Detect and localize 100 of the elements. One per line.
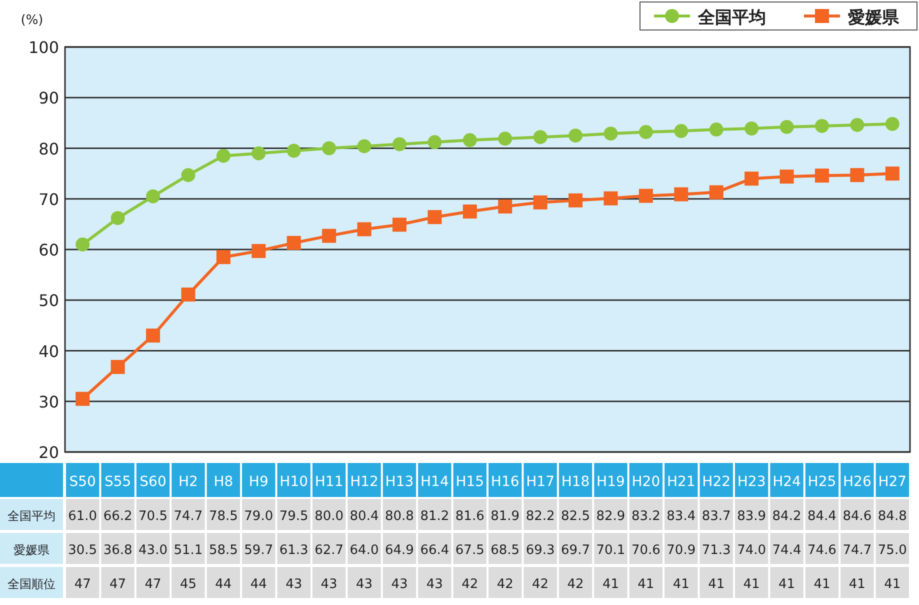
point xyxy=(322,141,336,156)
x-tick-label: H19 xyxy=(596,474,625,490)
y-tick-label: 30 xyxy=(38,392,59,412)
data-label: 81.9 xyxy=(490,509,520,524)
data-label: 64.0 xyxy=(350,543,379,558)
point xyxy=(744,172,759,186)
x-tick-label: H18 xyxy=(561,474,590,490)
data-label: 71.3 xyxy=(702,543,731,558)
x-tick-label: H25 xyxy=(808,474,836,490)
data-label: 83.7 xyxy=(702,509,731,524)
point xyxy=(146,189,160,204)
point xyxy=(76,237,90,252)
point xyxy=(357,222,372,236)
data-label: 61.0 xyxy=(68,509,98,524)
point xyxy=(780,170,794,184)
data-label: 80.4 xyxy=(350,509,379,524)
data-label: 82.5 xyxy=(561,509,590,524)
point xyxy=(216,148,230,163)
point xyxy=(885,116,900,131)
point xyxy=(674,124,688,138)
data-label: 82.2 xyxy=(526,509,555,524)
data-label: 30.5 xyxy=(68,543,98,558)
point xyxy=(568,128,583,143)
point xyxy=(568,193,583,208)
data-label: 66.2 xyxy=(103,509,132,524)
data-label: 74.4 xyxy=(772,543,802,558)
data-label: 58.5 xyxy=(208,543,238,558)
text: 愛媛県 xyxy=(14,543,50,557)
data-label: 61.3 xyxy=(279,543,308,558)
point xyxy=(252,244,266,258)
data-label: 36.8 xyxy=(103,543,132,558)
text: 42 xyxy=(532,577,549,592)
point xyxy=(814,118,829,133)
legend-label: 全国平均 xyxy=(697,8,766,28)
y-tick-label: 80 xyxy=(38,139,59,158)
text: 44 xyxy=(250,577,267,592)
point xyxy=(638,188,653,203)
y-tick-label: 60 xyxy=(38,240,59,260)
text: 47 xyxy=(74,577,91,592)
point xyxy=(146,328,160,343)
point xyxy=(885,166,900,181)
data-label: 81.2 xyxy=(420,509,450,524)
data-label: 69.3 xyxy=(526,543,555,558)
point xyxy=(392,218,406,232)
data-label: 81.6 xyxy=(455,509,484,524)
point xyxy=(286,144,301,158)
text: 45 xyxy=(180,577,197,592)
text: 全国平均 xyxy=(8,509,56,523)
x-tick-label: H8 xyxy=(214,474,234,490)
point xyxy=(181,168,196,182)
data-label: 84.4 xyxy=(808,509,836,524)
y-tick-label: 50 xyxy=(38,291,59,310)
data-label: 68.5 xyxy=(490,543,520,558)
point xyxy=(604,191,618,206)
y-tick-label: 100 xyxy=(28,38,59,57)
point xyxy=(498,132,512,146)
point xyxy=(533,195,548,210)
data-label: 78.5 xyxy=(208,509,238,524)
y-tick-label: 90 xyxy=(38,88,59,108)
point xyxy=(252,146,266,160)
data-label: 43.0 xyxy=(138,543,168,558)
y-tick-label: 70 xyxy=(38,190,59,209)
point xyxy=(850,118,864,132)
x-tick-label: S60 xyxy=(140,474,166,490)
point xyxy=(392,137,406,152)
point xyxy=(76,392,90,406)
data-label: 84.6 xyxy=(842,509,872,524)
data-label: 66.4 xyxy=(420,543,450,558)
data-label: 59.7 xyxy=(244,543,274,558)
data-label: 64.9 xyxy=(385,543,414,558)
data-label: 70.6 xyxy=(631,543,660,558)
point xyxy=(709,122,724,137)
x-tick-label: H16 xyxy=(490,474,520,490)
x-tick-label: S55 xyxy=(104,474,132,490)
text: 42 xyxy=(462,577,478,592)
data-label: 70.5 xyxy=(138,509,168,524)
data-label: 74.7 xyxy=(174,509,203,524)
x-tick-label: H15 xyxy=(456,474,484,490)
x-tick-label: H20 xyxy=(632,474,660,490)
x-tick-label: H17 xyxy=(526,474,554,490)
data-label: 83.9 xyxy=(737,509,766,524)
x-tick-label: H2 xyxy=(178,474,198,490)
text: 41 xyxy=(602,577,620,592)
y-tick-label: 20 xyxy=(38,443,59,462)
x-tick-label: H27 xyxy=(878,474,907,490)
text: 47 xyxy=(110,577,126,592)
data-label: 79.0 xyxy=(244,509,274,524)
data-label: 70.1 xyxy=(596,543,626,558)
data-label: 62.7 xyxy=(314,543,344,558)
text: 41 xyxy=(778,577,796,592)
point xyxy=(850,168,864,182)
point xyxy=(674,187,688,202)
data-label: 80.0 xyxy=(314,509,344,524)
x-tick-label: H14 xyxy=(420,474,449,490)
data-label: 74.7 xyxy=(842,543,872,558)
x-tick-label: H21 xyxy=(666,474,696,490)
data-label: 80.8 xyxy=(385,509,414,524)
point xyxy=(533,130,548,144)
data-label: 70.9 xyxy=(666,543,696,558)
y-tick-label: 40 xyxy=(38,342,59,361)
